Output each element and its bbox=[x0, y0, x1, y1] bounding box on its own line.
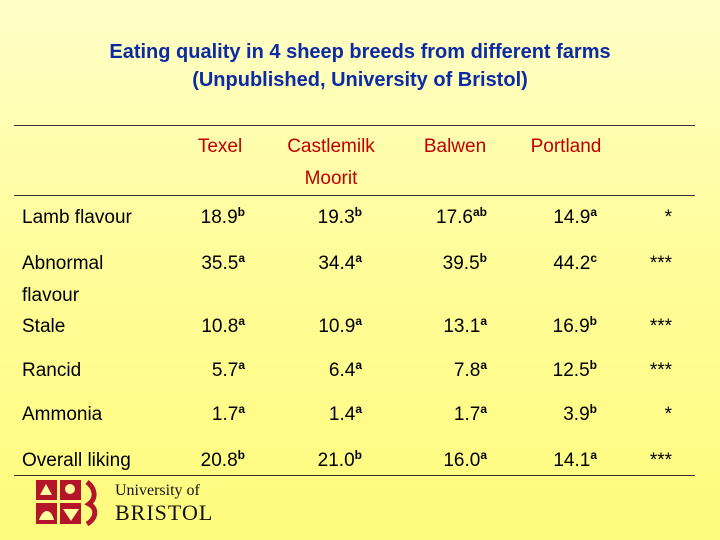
column-header: Portland bbox=[530, 136, 602, 157]
page-title: Eating quality in 4 sheep breeds from di… bbox=[0, 38, 720, 94]
table-cell: 12.5b bbox=[552, 358, 597, 381]
row-label: Abnormal bbox=[22, 253, 104, 274]
table-bottom-rule bbox=[14, 475, 695, 476]
table-cell: 10.8a bbox=[201, 314, 245, 337]
row-label: Overall liking bbox=[22, 450, 131, 471]
table-cell: 18.9b bbox=[200, 205, 245, 228]
table-cell: 35.5a bbox=[201, 251, 245, 274]
table-cell: 21.0b bbox=[317, 448, 362, 471]
significance-marker: * bbox=[664, 404, 672, 425]
table-cell: 14.9a bbox=[553, 205, 597, 228]
logo-text-line2: BRISTOL bbox=[115, 500, 214, 525]
title-line-1: Eating quality in 4 sheep breeds from di… bbox=[109, 41, 611, 63]
significance-marker: * bbox=[664, 207, 672, 228]
table-cell: 3.9b bbox=[563, 402, 597, 425]
university-crest-icon bbox=[36, 480, 98, 527]
table-cell: 16.9b bbox=[552, 314, 597, 337]
row-label: Ammonia bbox=[22, 404, 103, 425]
row-label: flavour bbox=[22, 285, 80, 306]
column-header: Balwen bbox=[423, 136, 487, 157]
table-cell: 16.0a bbox=[443, 448, 487, 471]
table-cell: 10.9a bbox=[318, 314, 362, 337]
table-header-rule bbox=[14, 195, 695, 196]
table-cell: 39.5b bbox=[442, 251, 487, 274]
table-cell: 17.6ab bbox=[436, 205, 487, 228]
column-header: Castlemilk bbox=[287, 136, 375, 157]
column-header: Moorit bbox=[304, 168, 358, 189]
table-cell: 14.1a bbox=[553, 448, 597, 471]
row-label: Stale bbox=[22, 316, 66, 337]
table-top-rule bbox=[14, 125, 695, 126]
row-label: Lamb flavour bbox=[22, 207, 132, 228]
table-cell: 44.2c bbox=[553, 251, 597, 274]
significance-marker: *** bbox=[649, 360, 672, 381]
significance-marker: *** bbox=[649, 253, 672, 274]
table-cell: 20.8b bbox=[200, 448, 245, 471]
table-cell: 34.4a bbox=[318, 251, 362, 274]
table-cell: 1.7a bbox=[211, 402, 245, 425]
title-line-2: (Unpublished, University of Bristol) bbox=[192, 69, 528, 91]
university-logo: University of BRISTOL bbox=[35, 478, 212, 527]
table-cell: 1.7a bbox=[453, 402, 487, 425]
significance-marker: *** bbox=[649, 450, 672, 471]
column-header: Texel bbox=[197, 136, 243, 157]
table-cell: 5.7a bbox=[211, 358, 245, 381]
logo-text-line1: University of bbox=[115, 482, 200, 499]
significance-marker: *** bbox=[649, 316, 672, 337]
table-cell: 19.3b bbox=[317, 205, 362, 228]
table-cell: 6.4a bbox=[328, 358, 362, 381]
row-label: Rancid bbox=[22, 360, 82, 381]
table-cell: 7.8a bbox=[453, 358, 487, 381]
table-cell: 13.1a bbox=[443, 314, 487, 337]
table-cell: 1.4a bbox=[328, 402, 362, 425]
